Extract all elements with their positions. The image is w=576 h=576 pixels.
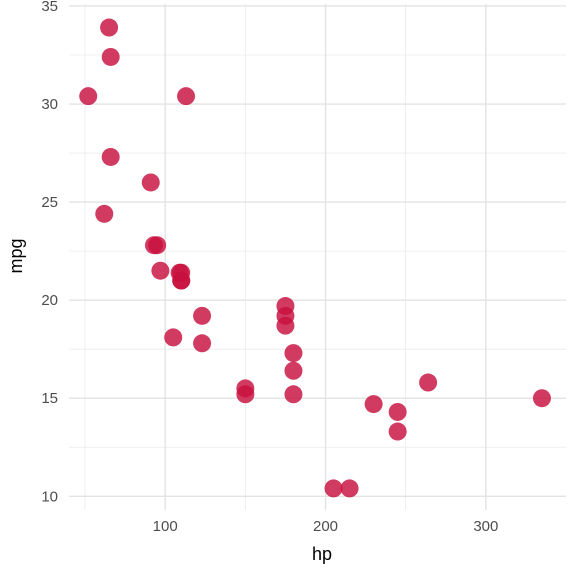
scatter-point bbox=[419, 373, 438, 392]
minor-gridlines bbox=[69, 4, 566, 510]
y-tick-label: 15 bbox=[41, 390, 58, 407]
y-tick-label: 10 bbox=[41, 488, 58, 505]
scatter-point bbox=[284, 344, 303, 363]
x-axis-title: hp bbox=[312, 544, 332, 564]
scatter-point bbox=[193, 306, 212, 325]
scatter-point bbox=[151, 261, 170, 280]
data-points bbox=[79, 18, 551, 498]
scatter-point bbox=[276, 297, 295, 316]
scatter-point bbox=[100, 18, 119, 37]
y-tick-label: 25 bbox=[41, 194, 58, 211]
scatter-point bbox=[532, 389, 551, 408]
scatter-point bbox=[101, 147, 120, 166]
scatter-point bbox=[164, 328, 183, 347]
scatter-point bbox=[95, 204, 114, 223]
scatter-point bbox=[284, 361, 303, 380]
scatter-point bbox=[364, 395, 383, 414]
y-axis-title: mpg bbox=[6, 238, 26, 273]
scatter-point bbox=[101, 47, 120, 66]
scatter-point bbox=[388, 402, 407, 421]
y-tick-label: 30 bbox=[41, 96, 58, 113]
x-tick-label: 200 bbox=[313, 518, 338, 535]
scatter-point bbox=[324, 479, 343, 498]
scatter-point bbox=[236, 385, 255, 404]
x-axis-tick-labels: 100 200 300 bbox=[153, 518, 499, 535]
x-tick-label: 300 bbox=[473, 518, 498, 535]
scatter-point bbox=[141, 173, 160, 192]
scatter-point bbox=[79, 87, 98, 106]
scatter-point bbox=[177, 87, 196, 106]
major-gridlines bbox=[69, 4, 566, 510]
scatter-point bbox=[193, 334, 212, 353]
scatter-point bbox=[388, 422, 407, 441]
y-tick-label: 35 bbox=[41, 0, 58, 15]
x-tick-label: 100 bbox=[153, 518, 178, 535]
scatter-point bbox=[148, 236, 167, 255]
y-tick-label: 20 bbox=[41, 292, 58, 309]
scatter-point bbox=[170, 263, 189, 282]
scatter-point bbox=[340, 479, 359, 498]
y-axis-tick-labels: 10 15 20 25 30 35 bbox=[41, 0, 58, 505]
scatter-point bbox=[284, 385, 303, 404]
